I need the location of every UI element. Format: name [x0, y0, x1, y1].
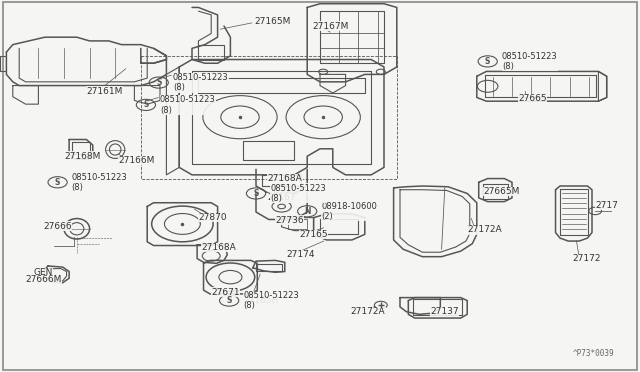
- Text: 27161M: 27161M: [86, 87, 123, 96]
- Text: 27168A: 27168A: [202, 243, 236, 252]
- Text: 27165M: 27165M: [255, 17, 291, 26]
- Text: 27137: 27137: [430, 307, 459, 316]
- Text: S: S: [143, 100, 148, 109]
- Text: 27166M: 27166M: [118, 156, 155, 165]
- Text: 08510-51223
(8): 08510-51223 (8): [173, 73, 228, 92]
- Text: 27165H: 27165H: [243, 296, 278, 305]
- Text: 27665M: 27665M: [483, 187, 520, 196]
- Text: 08510-51223
(8): 08510-51223 (8): [243, 291, 299, 310]
- Text: 08510-51223
(8): 08510-51223 (8): [72, 173, 127, 192]
- Text: 2717: 2717: [595, 201, 618, 210]
- Text: 08510-51223
(8): 08510-51223 (8): [160, 95, 216, 115]
- Text: 08918-10600
(2): 08918-10600 (2): [321, 202, 377, 221]
- Text: 27165: 27165: [300, 230, 328, 239]
- Text: S: S: [485, 57, 490, 66]
- Text: 27168A: 27168A: [268, 174, 302, 183]
- Text: 27172: 27172: [573, 254, 602, 263]
- Text: 27870: 27870: [198, 213, 227, 222]
- Text: 08510-51223
(8): 08510-51223 (8): [270, 184, 326, 203]
- Text: S: S: [253, 189, 259, 198]
- Text: 27172A: 27172A: [351, 307, 385, 316]
- Text: S: S: [156, 78, 161, 87]
- Text: 27671: 27671: [211, 288, 240, 296]
- Text: 27666M: 27666M: [26, 275, 62, 284]
- Text: S: S: [227, 296, 232, 305]
- Text: 08510-51223
(8): 08510-51223 (8): [502, 52, 557, 71]
- Text: 27666: 27666: [44, 222, 72, 231]
- Text: 27168M: 27168M: [64, 152, 100, 161]
- Text: GEN: GEN: [33, 268, 52, 277]
- Text: 27174: 27174: [287, 250, 316, 259]
- Text: 27167: 27167: [268, 193, 296, 202]
- Text: 27167M: 27167M: [312, 22, 349, 31]
- Text: ^P73*0039: ^P73*0039: [573, 349, 614, 358]
- Text: 27736: 27736: [275, 216, 304, 225]
- Text: 27172A: 27172A: [467, 225, 502, 234]
- Text: N: N: [304, 207, 310, 216]
- Text: 27665: 27665: [518, 94, 547, 103]
- Text: S: S: [55, 178, 60, 187]
